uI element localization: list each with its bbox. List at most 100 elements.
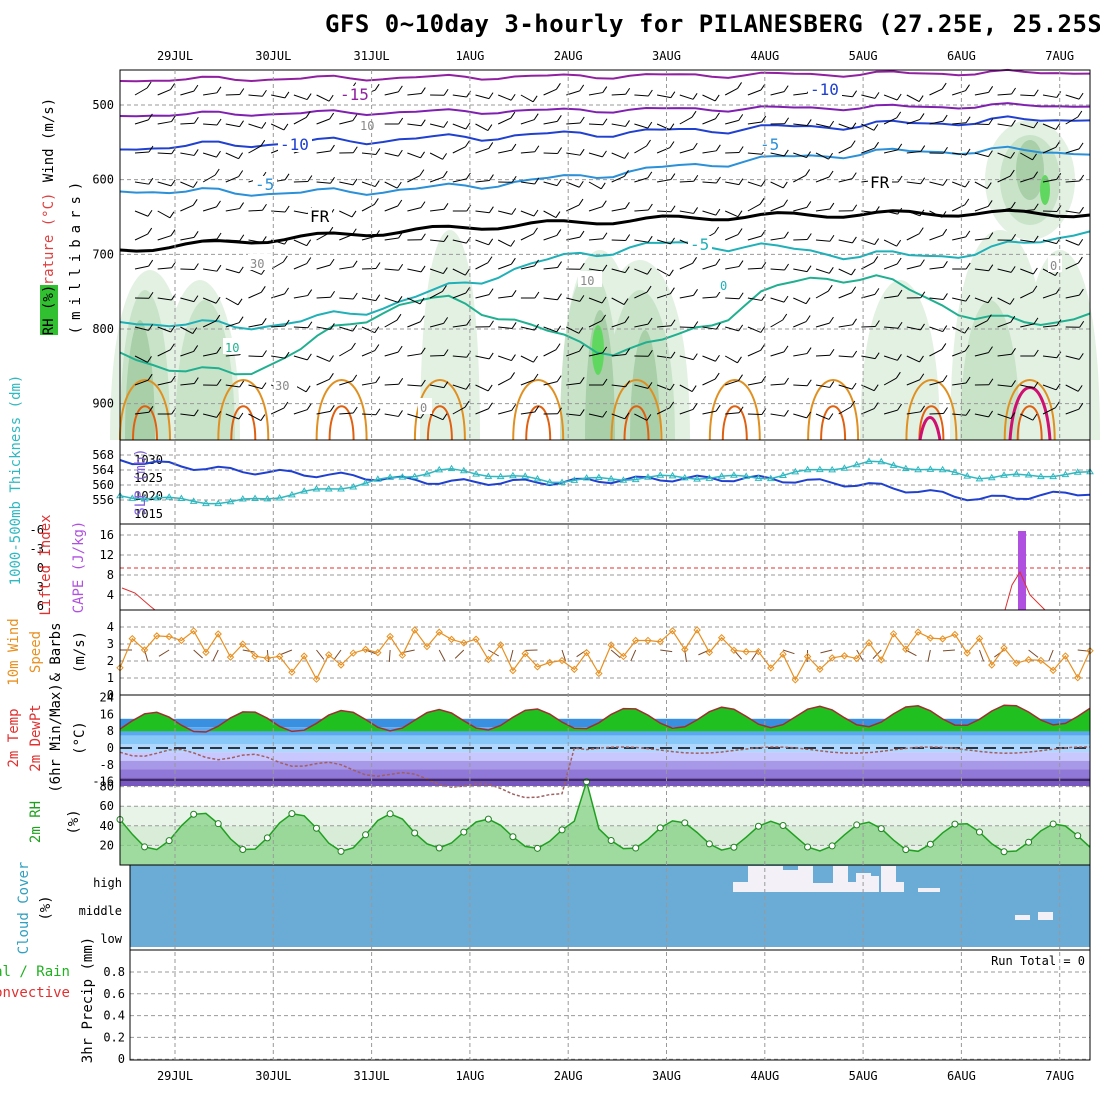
wind-barb <box>498 210 512 215</box>
wind-barb <box>452 94 467 98</box>
wind-barb-flag <box>511 404 517 411</box>
wind-barb-flag <box>624 170 629 177</box>
wind-barb <box>452 324 467 328</box>
wind-barb <box>1065 294 1080 299</box>
wind-barb <box>951 204 966 212</box>
wind-barb <box>906 151 921 154</box>
wind-barb-flag <box>1056 351 1062 358</box>
wind10-speed-marker <box>325 651 333 659</box>
pressure-tick-label: 500 <box>92 98 114 112</box>
wind-barb-flag <box>1009 169 1015 177</box>
wind-barb-flag <box>965 116 971 124</box>
wind-barb <box>974 181 988 190</box>
precip-label-total: Total / Rain <box>0 964 70 980</box>
wind-barb-flag <box>193 377 199 384</box>
wind-barb <box>134 87 148 96</box>
thickness-tick-label: 560 <box>92 478 114 492</box>
wind-barb-flag <box>579 148 585 156</box>
cloud-cover-bar <box>813 883 833 892</box>
wind-barb-flag <box>419 315 425 323</box>
wind-barb <box>429 413 444 421</box>
thickness-marker <box>865 457 873 464</box>
wind-barb <box>815 152 829 160</box>
wind10-barb <box>561 649 567 662</box>
wind-barb <box>1020 291 1034 299</box>
wind-barb <box>134 355 148 363</box>
wind-barb <box>997 152 1011 159</box>
wind-barb-flag <box>398 263 404 271</box>
wind-barb <box>883 94 898 101</box>
wind-barb-flag <box>578 327 584 334</box>
wind-barb-flag <box>874 320 880 327</box>
precip-tick-label: 0 <box>118 1052 125 1066</box>
wind-barb <box>225 322 240 328</box>
rh-marker <box>288 810 296 818</box>
wind-barb <box>407 353 422 357</box>
cloud-label-unit: (%) <box>38 895 54 920</box>
wind-barb-flag <box>511 208 517 215</box>
wind10-speed-marker <box>816 665 824 673</box>
wind-barb <box>770 268 785 271</box>
wind10-speed-marker <box>361 645 370 654</box>
contour-label: -5 <box>255 175 274 194</box>
wind-barb <box>951 326 966 334</box>
wind-barb <box>520 233 534 241</box>
wind-barb-flag <box>874 206 880 213</box>
wind-barb-flag <box>147 373 153 381</box>
wind-barb-flag <box>829 348 835 356</box>
wind-barb <box>384 319 398 328</box>
wind-barb <box>656 268 670 277</box>
wind-barb-flag <box>1078 353 1084 360</box>
wind-barb-flag <box>216 264 222 272</box>
wind-barb <box>543 349 557 357</box>
wind-barb <box>702 210 717 216</box>
wind-barb <box>793 92 808 96</box>
wind-barb-flag <box>625 87 631 95</box>
wind-barb <box>293 263 307 270</box>
wind-barb <box>952 122 967 125</box>
contour-label: 30 <box>250 257 264 271</box>
wind-barb-flag <box>602 150 607 158</box>
wind-barb-flag <box>260 286 266 293</box>
temp-tick-label: 8 <box>107 724 114 738</box>
wind-barb-flag <box>420 347 426 355</box>
wind-barb <box>884 295 899 299</box>
wind-barb <box>747 89 762 96</box>
wind-barb-flag <box>533 113 539 120</box>
rh-tick-label: 60 <box>100 799 114 813</box>
wind-barb <box>316 232 330 241</box>
wind-barb-flag <box>556 325 562 333</box>
wind-barb <box>770 383 785 386</box>
wind10-speed-marker <box>435 628 443 636</box>
wind-barb-flag <box>943 146 948 154</box>
dewpoint-line <box>119 746 1091 799</box>
wind-barb <box>815 290 829 299</box>
wind-barb-flag <box>1033 121 1039 129</box>
wind-barb <box>634 239 649 243</box>
wind10-speed-marker <box>791 676 800 684</box>
wind-barb-flag <box>646 285 652 293</box>
wind-barb-flag <box>986 314 992 321</box>
wind-barb-flag <box>852 350 858 358</box>
wind-barb <box>543 267 558 270</box>
wind-barb <box>498 409 512 415</box>
wind-barb-flag <box>147 113 153 121</box>
wind-barb <box>316 181 331 184</box>
wind-barb <box>407 123 422 127</box>
date-label-bottom: 5AUG <box>849 1069 878 1083</box>
wind-barb <box>861 210 876 213</box>
wind-barb-flag <box>489 174 494 181</box>
wind-barb <box>725 380 739 386</box>
wind-barb <box>452 355 467 358</box>
wind-barb-flag <box>533 209 539 217</box>
wind-barb-flag <box>443 121 449 128</box>
wind-barb <box>838 324 853 328</box>
wind-barb <box>974 268 989 272</box>
date-label-bottom: 30JUL <box>255 1069 291 1083</box>
wind10-speed-marker <box>226 653 235 661</box>
wind10-speed-marker <box>582 648 591 657</box>
wind-barb <box>180 122 195 125</box>
wind-barb <box>952 350 966 357</box>
wind-barb <box>679 384 693 393</box>
wind-barb-flag <box>1010 315 1016 323</box>
